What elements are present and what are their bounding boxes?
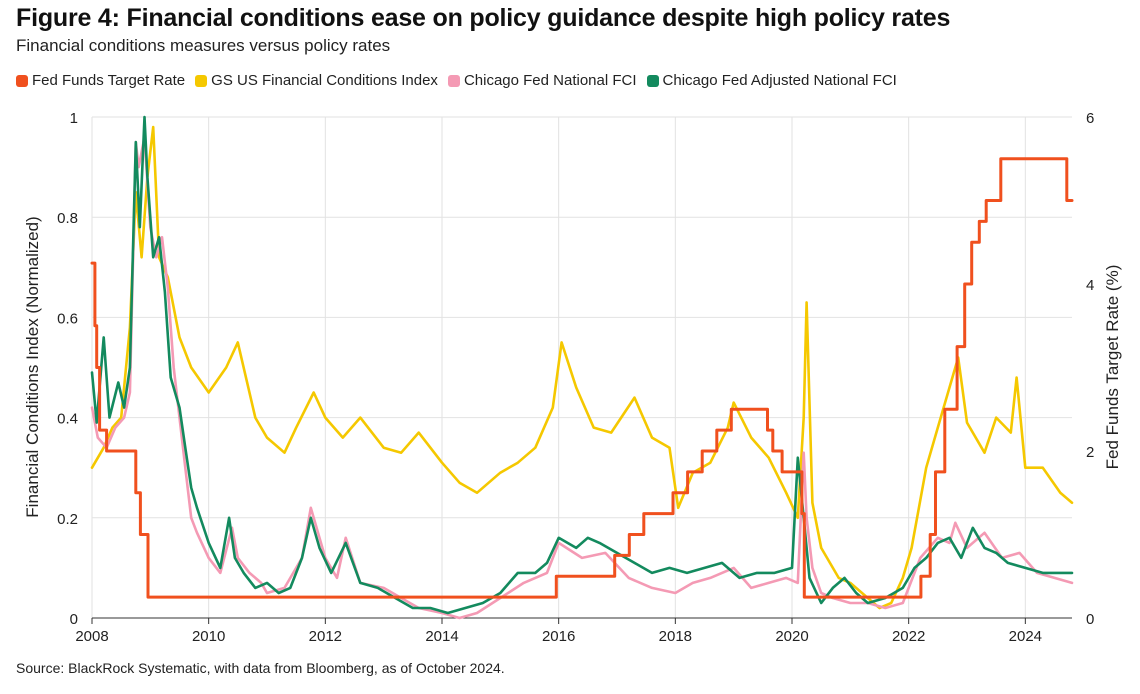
chicago-nfci-line bbox=[90, 135, 1074, 620]
y2-tick-label: 2 bbox=[1086, 444, 1094, 461]
legend-item-chicago-nfci: Chicago Fed National FCI bbox=[447, 72, 637, 89]
x-tick-label: 2018 bbox=[659, 628, 692, 645]
x-tick-label: 2014 bbox=[425, 628, 458, 645]
chart-title: Figure 4: Financial conditions ease on p… bbox=[16, 4, 951, 32]
fed-funds-line bbox=[90, 157, 1074, 599]
x-tick-label: 2022 bbox=[892, 628, 925, 645]
y-tick-label: 0.4 bbox=[57, 411, 78, 428]
y-tick-label: 0.2 bbox=[57, 511, 78, 528]
legend-item-gs-fci: GS US Financial Conditions Index bbox=[195, 72, 438, 89]
chicago-anfci-line bbox=[90, 115, 1074, 615]
x-tick-label: 2010 bbox=[192, 628, 225, 645]
source-note: Source: BlackRock Systematic, with data … bbox=[16, 660, 505, 676]
x-tick-label: 2024 bbox=[1009, 628, 1042, 645]
y-tick-label: 0.6 bbox=[57, 310, 78, 327]
y2-axis-label: Fed Funds Target Rate (%) bbox=[1103, 265, 1122, 470]
x-tick-label: 2012 bbox=[309, 628, 342, 645]
legend-swatch-gs-fci bbox=[195, 74, 208, 87]
legend-label-fed-funds: Fed Funds Target Rate bbox=[32, 72, 186, 89]
y2-tick-label: 0 bbox=[1086, 611, 1094, 628]
legend-label-chicago-nfci: Chicago Fed National FCI bbox=[463, 72, 637, 89]
series-lines bbox=[90, 115, 1074, 620]
x-tick-label: 2016 bbox=[542, 628, 575, 645]
y-axis-label: Financial Conditions Index (Normalized) bbox=[23, 216, 42, 517]
y2-tick-label: 4 bbox=[1086, 277, 1094, 294]
chart-legend: Fed Funds Target Rate GS US Financial Co… bbox=[16, 72, 897, 89]
legend-item-fed-funds: Fed Funds Target Rate bbox=[16, 72, 185, 89]
chart-subtitle: Financial conditions measures versus pol… bbox=[16, 36, 391, 55]
legend-swatch-fed-funds bbox=[16, 74, 28, 87]
legend-label-gs-fci: GS US Financial Conditions Index bbox=[211, 72, 438, 89]
legend-label-chicago-anfci: Chicago Fed Adjusted National FCI bbox=[662, 72, 897, 89]
y2-tick-label: 6 bbox=[1086, 110, 1094, 127]
x-tick-label: 2020 bbox=[775, 628, 808, 645]
y-tick-label: 1 bbox=[70, 110, 78, 127]
legend-swatch-chicago-nfci bbox=[447, 74, 460, 87]
gs-fci-line bbox=[90, 125, 1074, 610]
legend-swatch-chicago-anfci bbox=[646, 74, 659, 87]
y-tick-label: 0.8 bbox=[57, 210, 78, 227]
x-tick-label: 2008 bbox=[75, 628, 108, 645]
y-tick-label: 0 bbox=[70, 611, 78, 628]
legend-item-chicago-anfci: Chicago Fed Adjusted National FCI bbox=[646, 72, 897, 89]
